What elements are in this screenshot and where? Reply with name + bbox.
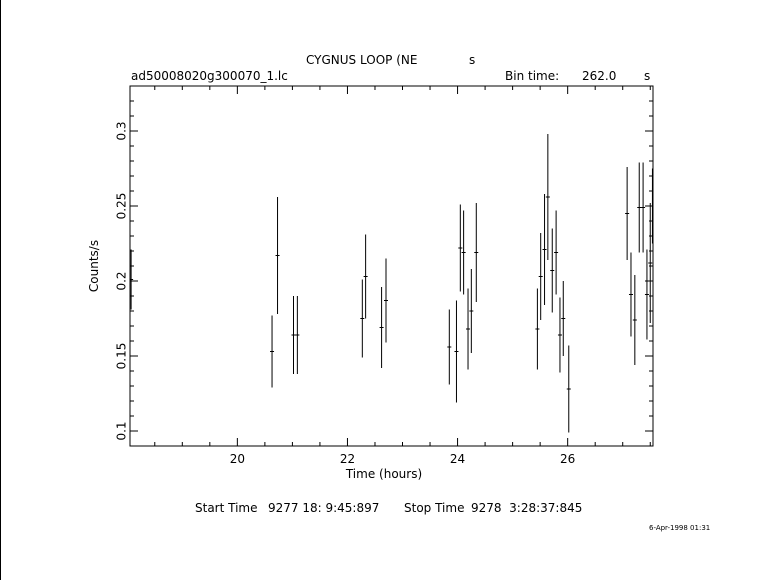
stop-time-value: 9278 3:28:37:845 [471,501,583,515]
chart-title-suffix: s [469,53,476,67]
data-point [628,252,633,337]
data-point [561,281,566,356]
x-tick-label: 24 [450,452,465,466]
data-point [454,300,459,403]
data-point [275,197,280,314]
bin-time-label: Bin time: [505,69,560,83]
bin-time-unit: s [644,69,651,83]
data-point [650,168,653,244]
data-point [550,228,555,313]
data-point [295,296,300,374]
data-point [291,296,296,374]
date-stamp: 6-Apr-1998 01:31 [649,524,711,532]
data-point [447,309,452,385]
stop-time-label: Stop Time [404,501,465,515]
y-tick-label: 0.1 [115,421,129,440]
data-point [641,162,646,253]
data-point [545,134,550,260]
data-point [557,297,562,373]
bin-time-value: 262.0 [582,69,617,83]
y-axis-label: Counts/s [87,240,101,292]
y-tick-label: 0.15 [115,343,129,370]
x-axis-label: Time (hours) [345,467,422,481]
x-tick-label: 22 [340,452,355,466]
data-point [130,249,134,310]
data-point [270,315,275,388]
left-border-line [0,0,1,580]
data-point [379,287,384,368]
x-tick-label: 26 [560,452,575,466]
data-point [648,203,653,323]
data-point [458,204,463,292]
data-points [130,134,653,433]
x-tick-label: 20 [230,452,245,466]
data-point [625,167,630,260]
data-point [469,269,474,353]
data-point [542,194,547,305]
data-point [632,275,637,365]
axis-tick-labels: 20 22 24 26 0.1 0.15 0.2 0.25 0.3 [115,121,576,466]
chart-title: CYGNUS LOOP (NE [306,53,418,67]
axis-ticks [130,85,653,446]
data-point [383,258,388,343]
plot-frame [129,85,654,447]
data-point [538,233,543,320]
y-tick-label: 0.25 [115,193,129,220]
data-point [554,210,559,295]
y-tick-label: 0.2 [115,271,129,290]
y-tick-label: 0.3 [115,121,129,140]
data-point [360,279,365,358]
data-point [637,162,642,253]
data-point [461,210,466,295]
data-point [535,288,540,370]
start-time-label: Start Time [195,501,258,515]
data-point [474,203,479,302]
data-point [363,234,368,319]
start-time-value: 9277 18: 9:45:897 [268,501,380,515]
data-point [466,288,471,370]
data-point [566,345,571,433]
data-point [644,249,649,340]
file-label: ad50008020g300070_1.lc [131,69,288,83]
